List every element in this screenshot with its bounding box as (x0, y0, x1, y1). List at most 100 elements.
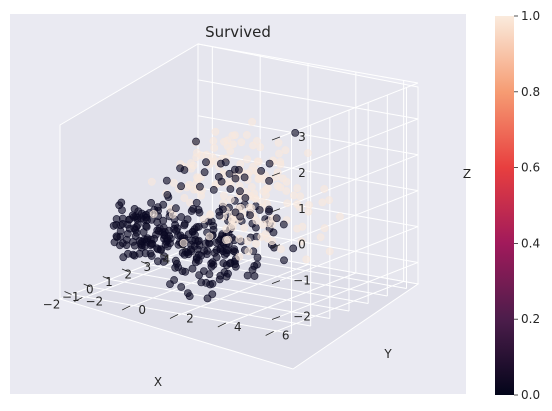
data-point (205, 232, 214, 241)
z-axis-label: Z (463, 167, 471, 181)
data-point (163, 190, 172, 199)
colorbar-tick-label: 0.6 (521, 161, 540, 175)
data-point (256, 143, 265, 152)
data-point (202, 158, 210, 167)
data-point (226, 185, 235, 193)
data-point (320, 224, 329, 233)
data-point (205, 270, 214, 279)
y-tick-mark (169, 314, 179, 319)
data-point (192, 198, 201, 207)
colorbar-tick-label: 0.0 (521, 388, 540, 402)
data-point (277, 245, 285, 253)
data-point (255, 206, 264, 214)
data-point (302, 255, 311, 264)
data-point (281, 146, 290, 155)
data-point (225, 169, 234, 178)
data-point (179, 238, 188, 247)
y-tick-label: 6 (282, 328, 290, 342)
data-point (282, 187, 291, 195)
data-point (223, 136, 232, 145)
z-tick-mark (271, 280, 281, 284)
data-point (229, 247, 238, 255)
data-point (254, 174, 263, 183)
z-tick-mark (271, 316, 281, 320)
data-point (169, 178, 178, 187)
data-point (212, 253, 221, 262)
z-gridline (279, 261, 419, 317)
data-point (197, 151, 206, 160)
data-point (283, 199, 292, 208)
data-point (191, 258, 200, 267)
data-point (246, 211, 254, 219)
data-point (259, 187, 268, 196)
data-point (161, 240, 170, 249)
data-point (258, 220, 267, 229)
z-tick-mark (271, 136, 281, 141)
data-point (209, 137, 218, 145)
data-point (188, 264, 197, 273)
data-point (282, 177, 291, 186)
data-point (244, 247, 253, 256)
data-point (243, 155, 251, 164)
data-point (252, 239, 260, 248)
data-point (237, 138, 246, 147)
chart-title: Survived (205, 23, 271, 41)
data-point (206, 211, 214, 219)
x-tick-label: 2 (124, 268, 132, 282)
data-point (171, 256, 180, 265)
data-point (185, 180, 194, 189)
z-tick-label: 3 (298, 130, 306, 144)
data-point (143, 234, 152, 243)
x-tick-mark (102, 276, 110, 280)
data-point (216, 159, 225, 168)
z-tick-label: 2 (298, 166, 306, 180)
data-point (224, 178, 233, 187)
data-point (253, 157, 262, 166)
data-point (296, 192, 304, 201)
data-point (267, 220, 276, 228)
data-point (136, 239, 145, 248)
data-point (191, 236, 200, 244)
data-point (130, 204, 139, 213)
colorbar-tick-label: 0.4 (521, 236, 540, 250)
data-point (129, 213, 138, 221)
data-point (168, 210, 177, 219)
data-point (251, 194, 260, 203)
data-point (117, 198, 126, 207)
data-point (212, 238, 221, 247)
y-tick-mark (265, 331, 274, 336)
colorbar (495, 16, 514, 395)
data-point (275, 149, 283, 158)
data-point (280, 256, 288, 265)
x-tick-label: 3 (144, 260, 152, 274)
data-point (142, 222, 151, 231)
data-point (177, 213, 186, 221)
y-tick-label: 4 (234, 320, 242, 334)
data-point (235, 252, 244, 261)
data-point (147, 198, 155, 207)
data-point (218, 230, 227, 239)
data-point (316, 233, 325, 242)
data-point (205, 239, 214, 248)
data-point (235, 235, 244, 243)
y-tick-label: 0 (138, 303, 146, 317)
data-point (206, 280, 214, 289)
data-point (289, 244, 298, 253)
data-point (150, 234, 159, 243)
y-gridline (265, 280, 404, 336)
x-tick-mark (160, 253, 168, 258)
z-tick-label: −2 (293, 309, 311, 323)
data-point (240, 173, 249, 182)
data-point (226, 147, 235, 155)
y-gridline (169, 264, 309, 319)
x-tick-mark (121, 268, 130, 273)
data-point (320, 185, 329, 193)
x-tick-label: −1 (62, 290, 80, 304)
data-point (178, 267, 187, 275)
data-point (177, 283, 186, 291)
data-point (146, 241, 155, 249)
data-point (189, 204, 197, 213)
x-tick-label: 4 (163, 253, 171, 267)
data-point (125, 224, 134, 233)
